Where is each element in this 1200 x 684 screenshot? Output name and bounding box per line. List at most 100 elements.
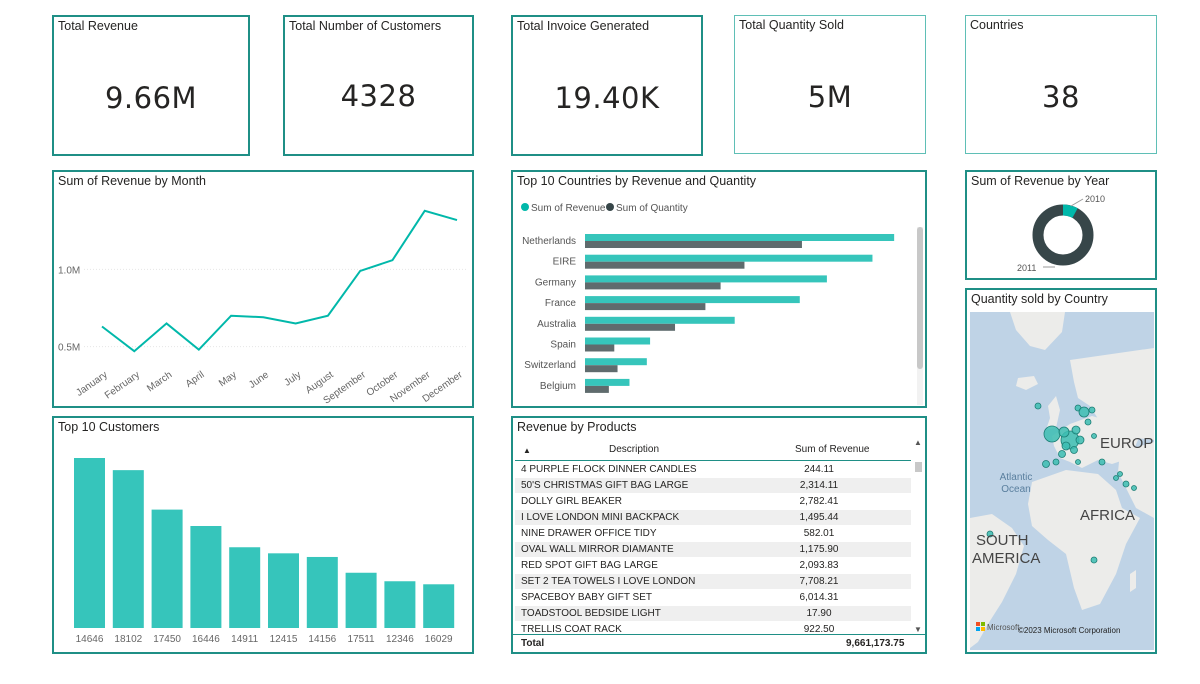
map-label-south: SOUTH: [976, 532, 1029, 549]
revenue-bar[interactable]: [585, 234, 895, 241]
quantity-bar[interactable]: [585, 303, 706, 311]
quantity-bar[interactable]: [585, 261, 745, 269]
table-row[interactable]: 4 PURPLE FLOCK DINNER CANDLES 244.11: [515, 461, 911, 477]
table-row[interactable]: SET 2 TEA TOWELS I LOVE LONDON 7,708.21: [515, 573, 911, 589]
scrollbar-thumb[interactable]: [917, 227, 923, 369]
data-point[interactable]: [325, 313, 331, 319]
table-row[interactable]: SPACEBOY BABY GIFT SET 6,014.31: [515, 589, 911, 605]
revenue-bar[interactable]: [585, 358, 647, 366]
quantity-bar[interactable]: [585, 385, 609, 393]
donut-slice-2011[interactable]: [1032, 204, 1094, 266]
customer-bar[interactable]: [345, 572, 377, 628]
revenue-bar[interactable]: [585, 296, 800, 304]
data-point[interactable]: [422, 208, 428, 214]
data-point[interactable]: [196, 347, 202, 353]
product-description: SET 2 TEA TOWELS I LOVE LONDON: [521, 576, 696, 587]
donut-slice-2010[interactable]: [1032, 204, 1094, 266]
table-row[interactable]: TRELLIS COAT RACK 922.50: [515, 621, 911, 637]
column-header-revenue[interactable]: Sum of Revenue: [795, 444, 870, 455]
scrollbar-thumb[interactable]: [915, 462, 922, 472]
customer-bar[interactable]: [190, 526, 222, 628]
quantity-bar[interactable]: [585, 323, 676, 331]
data-point[interactable]: [293, 320, 299, 326]
revenue-by-year-card[interactable]: Sum of Revenue by Year 2010 2011: [965, 170, 1157, 280]
legend-label-revenue[interactable]: Sum of Revenue: [531, 203, 606, 214]
customer-bar[interactable]: [151, 509, 183, 628]
data-point[interactable]: [389, 257, 395, 263]
kpi-value: 9.66M: [104, 81, 198, 115]
y-tick-label: Spain: [550, 340, 576, 351]
data-point[interactable]: [131, 348, 137, 354]
table-row[interactable]: I LOVE LONDON MINI BACKPACK 1,495.44: [515, 509, 911, 525]
table-scrollbar[interactable]: ▲ ▼: [913, 438, 923, 634]
data-point[interactable]: [164, 320, 170, 326]
revenue-bar[interactable]: [585, 275, 827, 283]
revenue-line[interactable]: [101, 209, 458, 353]
scroll-down-icon[interactable]: ▼: [914, 625, 922, 634]
data-point[interactable]: [454, 217, 460, 223]
scroll-up-icon[interactable]: ▲: [914, 438, 922, 447]
quantity-bar[interactable]: [585, 344, 615, 352]
chart-title: Sum of Revenue by Year: [971, 174, 1110, 188]
revenue-by-month-card[interactable]: Sum of Revenue by Month 0.5M 1.0M January F…: [52, 170, 474, 408]
y-tick-label: Australia: [537, 319, 576, 330]
data-point[interactable]: [99, 324, 105, 330]
revenue-bar[interactable]: [585, 337, 651, 345]
product-description: RED SPOT GIFT BAG LARGE: [521, 560, 658, 571]
top-countries-card[interactable]: Top 10 Countries by Revenue and Quantity…: [511, 170, 927, 408]
leader-line: [1070, 198, 1084, 207]
product-description: SPACEBOY BABY GIFT SET: [521, 592, 652, 603]
product-revenue: 7,708.21: [799, 576, 839, 587]
product-description: 50'S CHRISTMAS GIFT BAG LARGE: [521, 480, 689, 491]
map-label-europe: EUROPE: [1100, 435, 1154, 452]
kpi-card-total-revenue[interactable]: Total Revenue 9.66M: [52, 15, 250, 156]
data-point[interactable]: [228, 313, 234, 319]
customer-bar[interactable]: [74, 458, 105, 628]
customer-bar[interactable]: [112, 470, 144, 628]
x-tick-label: 17511: [348, 634, 376, 645]
table-row[interactable]: NINE DRAWER OFFICE TIDY 582.01: [515, 525, 911, 541]
revenue-bar[interactable]: [585, 378, 630, 386]
product-description: 4 PURPLE FLOCK DINNER CANDLES: [521, 464, 697, 475]
quantity-bar[interactable]: [585, 365, 618, 373]
product-description: TOADSTOOL BEDSIDE LIGHT: [521, 608, 661, 619]
table-header: Description Sum of Revenue ▲: [515, 438, 911, 460]
legend-label-quantity[interactable]: Sum of Quantity: [616, 203, 688, 214]
sort-arrow-icon[interactable]: ▲: [523, 446, 531, 455]
x-tick-label: 12415: [270, 634, 298, 645]
revenue-bar[interactable]: [585, 254, 873, 262]
top-customers-card[interactable]: Top 10 Customers 14646 18102 17450 16446 149…: [52, 416, 474, 654]
x-tick-label: 14156: [308, 634, 336, 645]
data-point[interactable]: [357, 268, 363, 274]
quantity-by-country-card[interactable]: Quantity sold by Country: [965, 288, 1157, 654]
kpi-card-countries[interactable]: Countries 38: [965, 15, 1157, 154]
kpi-card-total-quantity[interactable]: Total Quantity Sold 5M: [734, 15, 926, 154]
kpi-card-total-customers[interactable]: Total Number of Customers 4328: [283, 15, 474, 156]
kpi-value: 5M: [807, 80, 853, 114]
quantity-bar[interactable]: [585, 241, 802, 248]
world-map[interactable]: EUROPE AFRICA Atlantic Ocean SOUTH AMERI…: [970, 312, 1154, 650]
customer-bar[interactable]: [229, 547, 261, 628]
data-point[interactable]: [260, 314, 266, 320]
table-row[interactable]: RED SPOT GIFT BAG LARGE 2,093.83: [515, 557, 911, 573]
table-row[interactable]: TOADSTOOL BEDSIDE LIGHT 17.90: [515, 605, 911, 621]
y-tick-label: Germany: [535, 277, 576, 288]
chart-scrollbar[interactable]: [917, 227, 923, 405]
chart-title: Top 10 Customers: [58, 420, 160, 434]
table-row[interactable]: DOLLY GIRL BEAKER 2,782.41: [515, 493, 911, 509]
revenue-bar[interactable]: [585, 316, 735, 324]
customer-bar[interactable]: [306, 556, 338, 628]
table-row[interactable]: 50'S CHRISTMAS GIFT BAG LARGE 2,314.11: [515, 477, 911, 493]
customer-bar[interactable]: [268, 553, 299, 628]
quantity-bar[interactable]: [585, 282, 721, 290]
kpi-card-total-invoices[interactable]: Total Invoice Generated 19.40K: [511, 15, 703, 156]
map-label-africa: AFRICA: [1080, 507, 1135, 524]
customer-bar[interactable]: [423, 584, 455, 628]
revenue-by-products-card[interactable]: Revenue by Products Description Sum of R…: [511, 416, 927, 654]
kpi-value: 19.40K: [554, 81, 660, 115]
table-row[interactable]: OVAL WALL MIRROR DIAMANTE 1,175.90: [515, 541, 911, 557]
x-tick-label: March: [145, 369, 174, 394]
customer-bar[interactable]: [384, 581, 416, 628]
map-label-atlantic: Atlantic: [1000, 472, 1033, 483]
column-header-description[interactable]: Description: [609, 444, 660, 455]
